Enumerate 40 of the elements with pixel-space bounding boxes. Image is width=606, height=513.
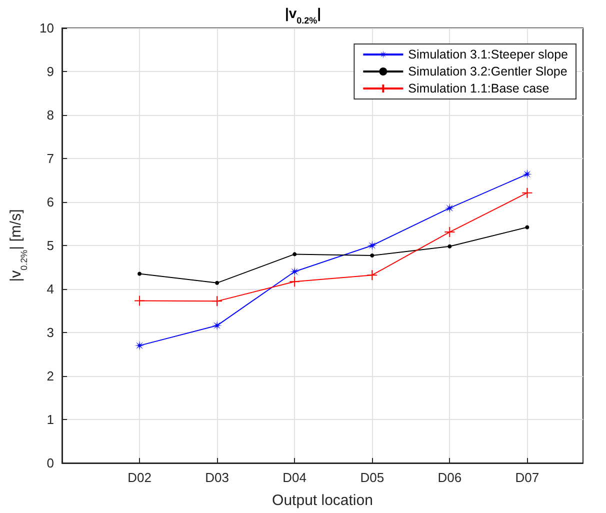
point — [138, 272, 142, 276]
y-axis-title: |v0.2%| [m/s] — [8, 209, 30, 282]
point — [367, 240, 378, 250]
point — [366, 270, 378, 281]
point — [525, 225, 530, 230]
y-tick-label: 1 — [46, 412, 54, 427]
point — [292, 252, 297, 256]
legend-label: Simulation 1.1:Base case — [408, 82, 550, 96]
point — [522, 169, 532, 180]
point — [134, 295, 146, 306]
point — [522, 187, 533, 198]
y-tick-label: 10 — [40, 20, 54, 36]
x-tick-label: D03 — [205, 470, 229, 485]
y-tick-label: 6 — [46, 194, 54, 210]
x-tick-label: D02 — [128, 470, 152, 485]
point — [370, 254, 374, 258]
point — [444, 226, 456, 238]
point — [290, 266, 300, 277]
point — [215, 280, 220, 285]
point — [212, 296, 223, 307]
y-tick-label: 0 — [46, 456, 54, 470]
x-tick-label: D06 — [438, 470, 462, 485]
point — [289, 276, 300, 288]
y-tick-label: 8 — [46, 108, 54, 122]
y-tick-label: 7 — [46, 151, 54, 166]
y-tick-label: 4 — [46, 282, 54, 296]
y-tick-label: 9 — [46, 64, 54, 79]
point — [134, 340, 145, 351]
x-tick-label: D04 — [282, 470, 307, 485]
x-axis-title: Output location — [272, 492, 373, 509]
y-tick-label: 3 — [46, 325, 54, 340]
y-tick-label: 5 — [46, 238, 54, 253]
point — [444, 203, 455, 214]
point — [448, 244, 452, 248]
legend-label: Simulation 3.2:Gentler Slope — [408, 64, 568, 78]
y-tick-label: 2 — [46, 368, 54, 384]
legend-label: Simulation 3.1:Steeper slope — [408, 48, 568, 62]
x-tick-label: D05 — [360, 470, 384, 485]
point — [212, 320, 222, 331]
x-tick-label: D07 — [515, 470, 540, 485]
